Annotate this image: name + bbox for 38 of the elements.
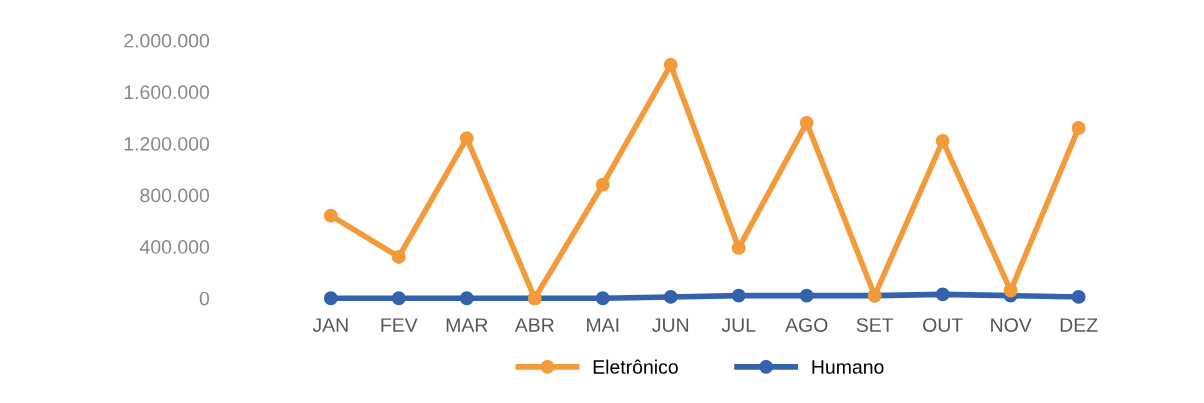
y-tick-label: 400.000 (139, 240, 210, 254)
point (935, 133, 950, 148)
x-tick-label: DEZ (1060, 318, 1098, 332)
legend-label: Eletrônico (593, 359, 678, 374)
x-tick-label: MAR (446, 318, 488, 332)
point (323, 208, 338, 223)
y-tick-label: 2.000.000 (124, 33, 210, 48)
point (935, 287, 950, 302)
x-tick-label: JUN (652, 318, 689, 332)
point (391, 291, 406, 306)
point (731, 288, 746, 303)
y-tick-label: 0 (199, 291, 210, 306)
point (595, 291, 610, 306)
x-tick-label: NOV (991, 318, 1032, 332)
point (391, 250, 406, 264)
y-tick-label: 1.600.000 (124, 85, 210, 100)
point (1071, 289, 1086, 304)
point (799, 288, 814, 303)
point (1071, 121, 1086, 135)
point (459, 291, 474, 306)
point (663, 289, 678, 304)
x-tick-label: ABR (514, 318, 554, 332)
y-tick-label: 1.200.000 (124, 136, 210, 151)
point (323, 291, 338, 306)
x-tick-label: MAI (587, 318, 619, 332)
y-tick-label: 800.000 (140, 188, 210, 203)
point (1003, 283, 1018, 298)
point (595, 177, 610, 192)
x-tick-label: AGO (785, 318, 828, 332)
point (663, 57, 678, 72)
x-tick-label: OUT (923, 318, 963, 332)
point (799, 115, 814, 130)
x-tick-label: SET (856, 318, 894, 332)
x-tick-label: JUL (721, 318, 756, 332)
x-tick-label: JAN (312, 318, 348, 332)
point (459, 131, 474, 146)
x-tick-label: FEV (381, 318, 418, 332)
legend-label: Humano (812, 360, 884, 374)
